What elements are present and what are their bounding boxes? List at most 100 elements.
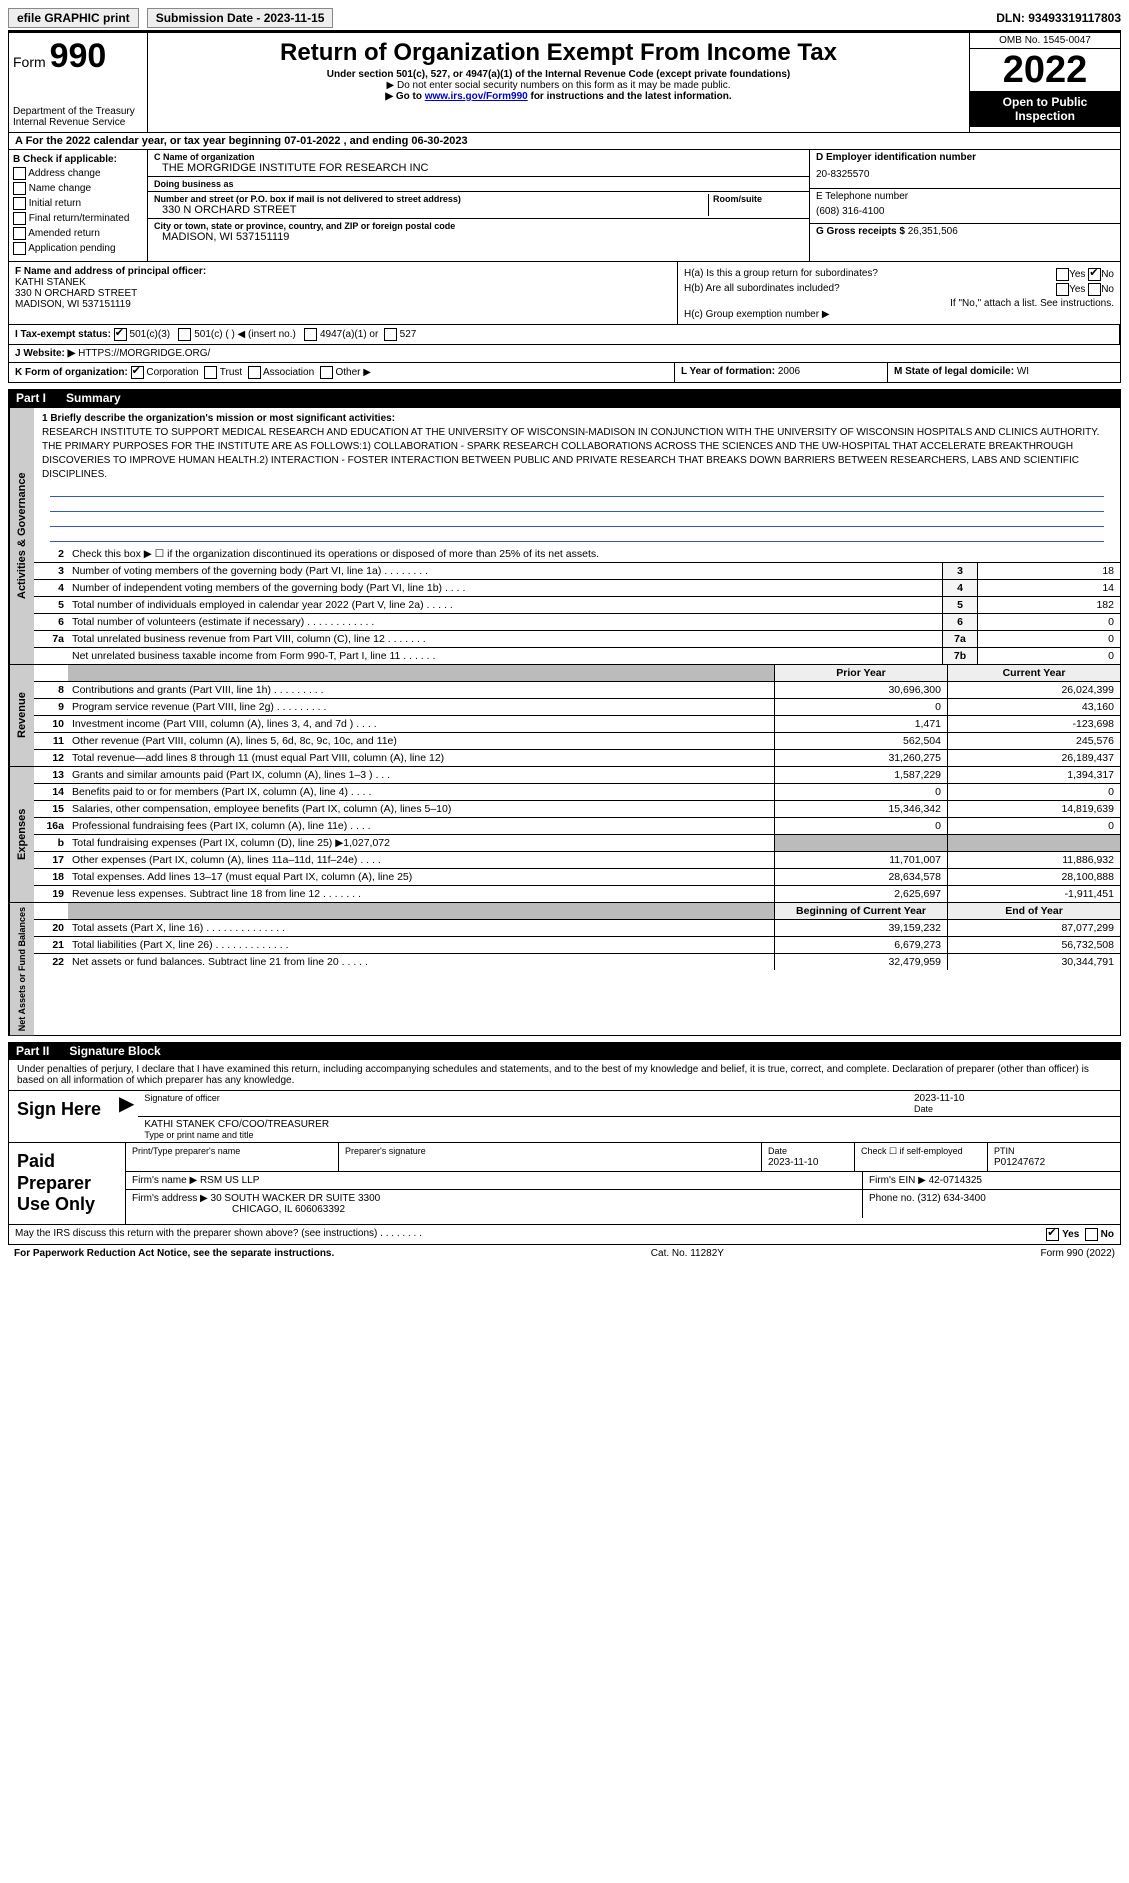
chk-527[interactable] (384, 328, 397, 341)
table-row: 7aTotal unrelated business revenue from … (34, 631, 1120, 648)
chk-name: Name change (13, 182, 143, 195)
table-row: 14Benefits paid to or for members (Part … (34, 784, 1120, 801)
col-c: C Name of organization THE MORGRIDGE INS… (148, 150, 809, 261)
header-right: OMB No. 1545-0047 2022 Open to Public In… (969, 33, 1120, 132)
open-public: Open to Public Inspection (970, 91, 1120, 127)
ein-value: 20-8325570 (816, 163, 1114, 186)
paid-preparer-label: Paid Preparer Use Only (9, 1143, 126, 1224)
chk-trust[interactable] (204, 366, 217, 379)
part2-title: Signature Block (69, 1044, 160, 1058)
org-name: THE MORGRIDGE INSTITUTE FOR RESEARCH INC (154, 162, 803, 174)
sign-here-label: Sign Here (9, 1091, 115, 1142)
discuss-no[interactable] (1085, 1228, 1098, 1241)
ha-yes[interactable] (1056, 268, 1069, 281)
chk-address: Address change (13, 167, 143, 180)
website-url[interactable]: HTTPS://MORGRIDGE.ORG/ (78, 348, 210, 359)
note2-post: for instructions and the latest informat… (528, 91, 732, 102)
chk-final: Final return/terminated (13, 212, 143, 225)
f-label: F Name and address of principal officer: (15, 266, 671, 277)
dba-label: Doing business as (154, 179, 803, 189)
ha-no[interactable] (1088, 268, 1101, 281)
sig-officer-label: Signature of officer (144, 1093, 914, 1103)
officer-addr1: 330 N ORCHARD STREET (15, 288, 671, 299)
chk-501c3[interactable] (114, 328, 127, 341)
c-name-label: C Name of organization (154, 152, 803, 162)
col-f: F Name and address of principal officer:… (9, 262, 678, 324)
omb-number: OMB No. 1545-0047 (970, 33, 1120, 49)
table-row: 6Total number of volunteers (estimate if… (34, 614, 1120, 631)
form-footer: Form 990 (2022) (1041, 1248, 1115, 1259)
ptin-value: P01247672 (994, 1157, 1045, 1168)
hc-label: H(c) Group exemption number ▶ (684, 309, 1114, 320)
sig-date: 2023-11-10 (914, 1093, 1114, 1104)
m-label: M State of legal domicile: (894, 366, 1014, 377)
declaration: Under penalties of perjury, I declare th… (9, 1060, 1120, 1090)
part1-label: Part I (16, 391, 46, 405)
part1-body: Activities & Governance 1 Briefly descri… (8, 407, 1121, 1036)
irs-link[interactable]: www.irs.gov/Form990 (425, 91, 528, 102)
chk-corp[interactable] (131, 366, 144, 379)
mission-text: RESEARCH INSTITUTE TO SUPPORT MEDICAL RE… (42, 426, 1112, 482)
dln: DLN: 93493319117803 (996, 11, 1121, 25)
section-abc: B Check if applicable: Address change Na… (8, 150, 1121, 262)
chk-4947[interactable] (304, 328, 317, 341)
dept-treasury: Department of the Treasury Internal Reve… (13, 106, 143, 128)
table-row: 19Revenue less expenses. Subtract line 1… (34, 886, 1120, 902)
gross-label: G Gross receipts $ (816, 226, 905, 237)
city-label: City or town, state or province, country… (154, 221, 803, 231)
street-label: Number and street (or P.O. box if mail i… (154, 194, 708, 204)
header-left: Form 990 Department of the Treasury Inte… (9, 33, 148, 132)
note-ssn: ▶ Do not enter social security numbers o… (156, 80, 961, 91)
self-emp-label: Check ☐ if self-employed (861, 1146, 963, 1156)
chk-other[interactable] (320, 366, 333, 379)
table-row: 11Other revenue (Part VIII, column (A), … (34, 733, 1120, 750)
form-number: 990 (50, 37, 107, 75)
col-b: B Check if applicable: Address change Na… (9, 150, 148, 261)
blueline (50, 482, 1104, 497)
cell-i: I Tax-exempt status: 501(c)(3) 501(c) ( … (9, 325, 1120, 344)
street-value: 330 N ORCHARD STREET (154, 204, 708, 216)
discuss-question: May the IRS discuss this return with the… (15, 1228, 422, 1241)
submission-date: Submission Date - 2023-11-15 (147, 8, 334, 28)
discuss-yes[interactable] (1046, 1228, 1059, 1241)
table-row: 10Investment income (Part VIII, column (… (34, 716, 1120, 733)
row-a-tax-year: A For the 2022 calendar year, or tax yea… (8, 133, 1121, 150)
table-row: 4Number of independent voting members of… (34, 580, 1120, 597)
j-label: J Website: ▶ (15, 348, 75, 359)
table-row: 18Total expenses. Add lines 13–17 (must … (34, 869, 1120, 886)
form-title: Return of Organization Exempt From Incom… (156, 39, 961, 67)
firm-phone: (312) 634-3400 (917, 1193, 985, 1204)
table-row: 9Program service revenue (Part VIII, lin… (34, 699, 1120, 716)
cat-no: Cat. No. 11282Y (651, 1248, 724, 1259)
type-label: Type or print name and title (144, 1130, 1114, 1140)
chk-assoc[interactable] (248, 366, 261, 379)
signature-block: Under penalties of perjury, I declare th… (8, 1060, 1121, 1245)
print-name-label: Print/Type preparer's name (132, 1146, 240, 1156)
side-governance: Activities & Governance (9, 408, 34, 664)
table-row: 21Total liabilities (Part X, line 26) . … (34, 937, 1120, 954)
hb-note: If "No," attach a list. See instructions… (684, 298, 1114, 309)
year-formation: 2006 (778, 366, 800, 377)
firm-name: RSM US LLP (200, 1175, 259, 1186)
row-j: J Website: ▶ HTTPS://MORGRIDGE.ORG/ (8, 345, 1121, 363)
officer-name-title: KATHI STANEK CFO/COO/TREASURER (144, 1119, 1114, 1130)
part2-label: Part II (16, 1044, 49, 1058)
k-label: K Form of organization: (15, 367, 128, 378)
firm-name-label: Firm's name ▶ (132, 1175, 197, 1186)
firm-addr-label: Firm's address ▶ (132, 1193, 208, 1204)
hb-yes[interactable] (1056, 283, 1069, 296)
end-year-header: End of Year (947, 903, 1120, 919)
tax-year: 2022 (970, 49, 1120, 91)
chk-amended: Amended return (13, 227, 143, 240)
arrow-icon: ▶ (115, 1091, 138, 1142)
header-mid: Return of Organization Exempt From Incom… (148, 33, 969, 132)
begin-year-header: Beginning of Current Year (774, 903, 947, 919)
chk-initial: Initial return (13, 197, 143, 210)
col-d: D Employer identification number 20-8325… (809, 150, 1120, 261)
firm-phone-label: Phone no. (869, 1193, 915, 1204)
i-label: I Tax-exempt status: (15, 329, 111, 340)
firm-ein-label: Firm's EIN ▶ (869, 1175, 926, 1186)
hb-no[interactable] (1088, 283, 1101, 296)
table-row: 20Total assets (Part X, line 16) . . . .… (34, 920, 1120, 937)
chk-501c[interactable] (178, 328, 191, 341)
